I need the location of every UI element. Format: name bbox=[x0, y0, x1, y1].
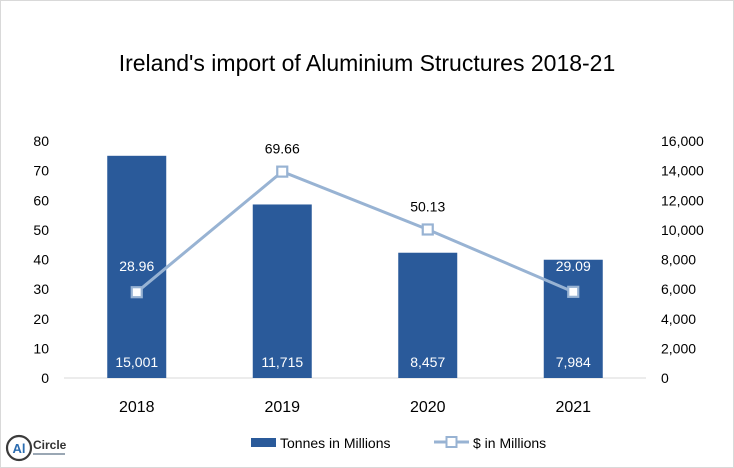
chart-title: Ireland's import of Aluminium Structures… bbox=[119, 50, 616, 76]
y-right-tick-label: 6,000 bbox=[661, 281, 696, 297]
bar-data-label: 8,457 bbox=[410, 354, 445, 370]
y-left-tick-label: 70 bbox=[33, 163, 49, 179]
y-right-tick-label: 10,000 bbox=[661, 222, 704, 238]
bar-data-label: 7,984 bbox=[556, 354, 591, 370]
y-right-tick-label: 2,000 bbox=[661, 340, 696, 356]
line-data-label: 50.13 bbox=[410, 198, 445, 214]
y-left-tick-label: 30 bbox=[33, 281, 49, 297]
y-right-tick-label: 0 bbox=[661, 370, 669, 386]
line-marker bbox=[130, 286, 143, 299]
legend-label-line: $ in Millions bbox=[473, 435, 546, 451]
y-right-tick-label: 12,000 bbox=[661, 192, 704, 208]
line-marker bbox=[421, 223, 434, 236]
legend-swatch-bar bbox=[251, 438, 276, 447]
bar bbox=[252, 204, 312, 378]
line-data-label: 69.66 bbox=[265, 141, 300, 157]
legend-label-bar: Tonnes in Millions bbox=[280, 435, 391, 451]
y-left-tick-label: 80 bbox=[33, 133, 49, 149]
y-right-tick-label: 14,000 bbox=[661, 163, 704, 179]
bar-data-label: 15,001 bbox=[115, 354, 158, 370]
line-marker bbox=[567, 285, 580, 298]
bar bbox=[107, 155, 167, 378]
bar bbox=[398, 252, 458, 378]
y-left-tick-label: 20 bbox=[33, 311, 49, 327]
legend-swatch-marker bbox=[445, 436, 458, 448]
line-marker bbox=[276, 165, 289, 178]
bar-data-label: 11,715 bbox=[261, 354, 303, 370]
line-series bbox=[135, 169, 574, 294]
alcircle-logo: Al Circle bbox=[5, 434, 67, 462]
line-data-label: 29.09 bbox=[556, 258, 591, 274]
y-right-tick-label: 8,000 bbox=[661, 252, 696, 268]
y-right-tick-label: 4,000 bbox=[661, 311, 696, 327]
y-left-tick-label: 0 bbox=[41, 370, 49, 386]
line-data-label: 28.96 bbox=[119, 258, 154, 274]
x-tick-label: 2018 bbox=[119, 399, 155, 416]
y-right-tick-label: 16,000 bbox=[661, 133, 704, 149]
x-tick-label: 2020 bbox=[410, 399, 446, 416]
svg-text:Al: Al bbox=[13, 441, 26, 456]
x-tick-label: 2019 bbox=[264, 399, 300, 416]
y-left-tick-label: 50 bbox=[33, 222, 49, 238]
bar bbox=[543, 259, 603, 378]
y-left-tick-label: 40 bbox=[33, 252, 49, 268]
svg-text:Circle: Circle bbox=[33, 438, 67, 452]
x-tick-label: 2021 bbox=[555, 399, 591, 416]
y-left-tick-label: 10 bbox=[33, 340, 49, 356]
y-left-tick-label: 60 bbox=[33, 192, 49, 208]
